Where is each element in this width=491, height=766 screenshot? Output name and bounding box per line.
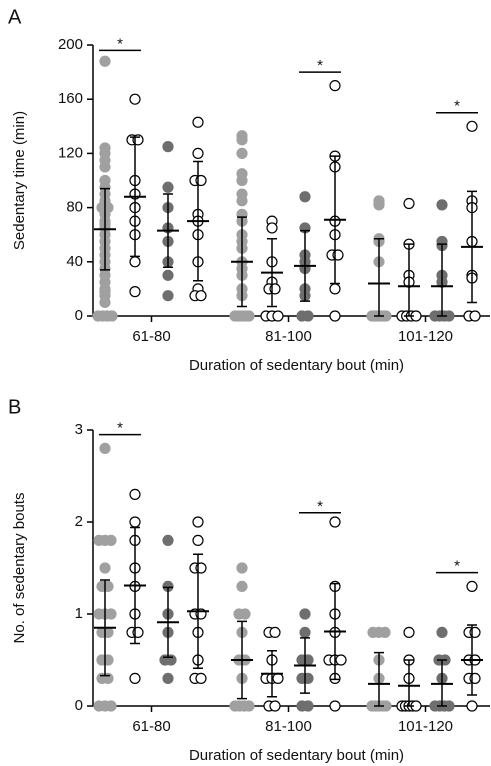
data-point [162, 672, 174, 685]
data-point [329, 516, 341, 528]
significance-label: * [117, 420, 123, 437]
data-point [329, 80, 341, 92]
data-point [299, 608, 311, 620]
data-point [243, 310, 255, 322]
y-tick-label: 1 [75, 605, 83, 622]
y-tick-label: 3 [75, 421, 83, 438]
x-tick-label: 81-100 [265, 328, 312, 345]
panel-label: B [8, 396, 21, 418]
y-tick-label: 0 [75, 307, 83, 324]
x-axis-title: Duration of sedentary bout (min) [189, 357, 404, 374]
data-point [162, 534, 174, 547]
significance-label: * [454, 558, 460, 575]
data-point [105, 534, 117, 547]
data-point [99, 562, 111, 574]
data-point [99, 161, 111, 173]
y-tick-label: 160 [58, 90, 83, 107]
data-point [466, 120, 478, 132]
x-tick-label: 61-80 [132, 328, 170, 345]
panel-1: B No. of sedentary bouts Duration of seden… [8, 396, 490, 764]
data-point [403, 197, 415, 210]
data-point [466, 700, 478, 712]
data-point [106, 310, 118, 322]
data-point [129, 286, 141, 298]
data-point [302, 700, 314, 712]
data-point [329, 283, 341, 295]
data-point [236, 562, 248, 574]
data-point [162, 141, 174, 153]
data-point [239, 608, 251, 620]
data-point [302, 310, 314, 322]
data-point [299, 626, 311, 639]
data-point [105, 608, 117, 620]
panel-label: A [8, 6, 22, 28]
data-point [99, 442, 111, 454]
data-point [129, 93, 141, 105]
data-point [466, 580, 478, 593]
x-axis-title: Duration of sedentary bout (min) [189, 747, 404, 764]
data-point [403, 626, 415, 639]
significance-label: * [317, 498, 323, 515]
data-point [373, 199, 385, 211]
data-point [99, 55, 111, 67]
panel-0: A Sedentary time (min) Duration of sedenta… [8, 6, 490, 374]
data-point [129, 672, 141, 685]
data-point [99, 296, 111, 309]
y-tick-label: 200 [58, 36, 83, 53]
significance-label: * [317, 57, 323, 74]
data-point [436, 626, 448, 639]
error-bar [404, 243, 414, 317]
significance-label: * [117, 35, 123, 52]
data-point [299, 191, 311, 203]
error-bar [404, 659, 414, 707]
x-tick-label: 81-100 [265, 718, 312, 735]
data-point [269, 700, 281, 712]
data-point [272, 672, 284, 685]
data-point [236, 174, 248, 187]
data-point [105, 700, 117, 712]
error-bar [374, 238, 384, 317]
data-point [469, 310, 481, 322]
data-point [162, 181, 174, 193]
data-point [195, 290, 207, 302]
error-bar [374, 651, 384, 707]
data-point [266, 222, 278, 234]
data-point [129, 488, 141, 500]
data-point [236, 147, 248, 159]
data-point [236, 134, 248, 146]
data-point [272, 310, 284, 322]
error-bar [437, 243, 447, 317]
data-point [129, 256, 141, 268]
data-point [236, 195, 248, 207]
y-axis-title: No. of sedentary bouts [11, 493, 28, 644]
data-point [269, 626, 281, 639]
data-point [192, 116, 204, 128]
data-point [243, 700, 255, 712]
y-tick-label: 80 [66, 199, 83, 216]
data-point [379, 626, 391, 639]
data-point [129, 516, 141, 528]
data-point [162, 269, 174, 281]
data-point [329, 310, 341, 322]
data-point [335, 654, 347, 666]
data-point [195, 672, 207, 685]
x-tick-label: 61-80 [132, 718, 170, 735]
data-point [192, 147, 204, 159]
data-point [192, 534, 204, 547]
y-tick-label: 2 [75, 513, 83, 530]
y-tick-label: 120 [58, 144, 83, 161]
data-point [236, 580, 248, 593]
data-point [192, 516, 204, 528]
y-axis-title: Sedentary time (min) [11, 111, 28, 250]
data-point [162, 290, 174, 302]
x-tick-label: 101-120 [398, 718, 453, 735]
y-tick-label: 40 [66, 253, 83, 270]
data-point [436, 199, 448, 211]
data-point [329, 700, 341, 712]
significance-label: * [454, 98, 460, 115]
y-tick-label: 0 [75, 697, 83, 714]
x-tick-label: 101-120 [398, 328, 453, 345]
